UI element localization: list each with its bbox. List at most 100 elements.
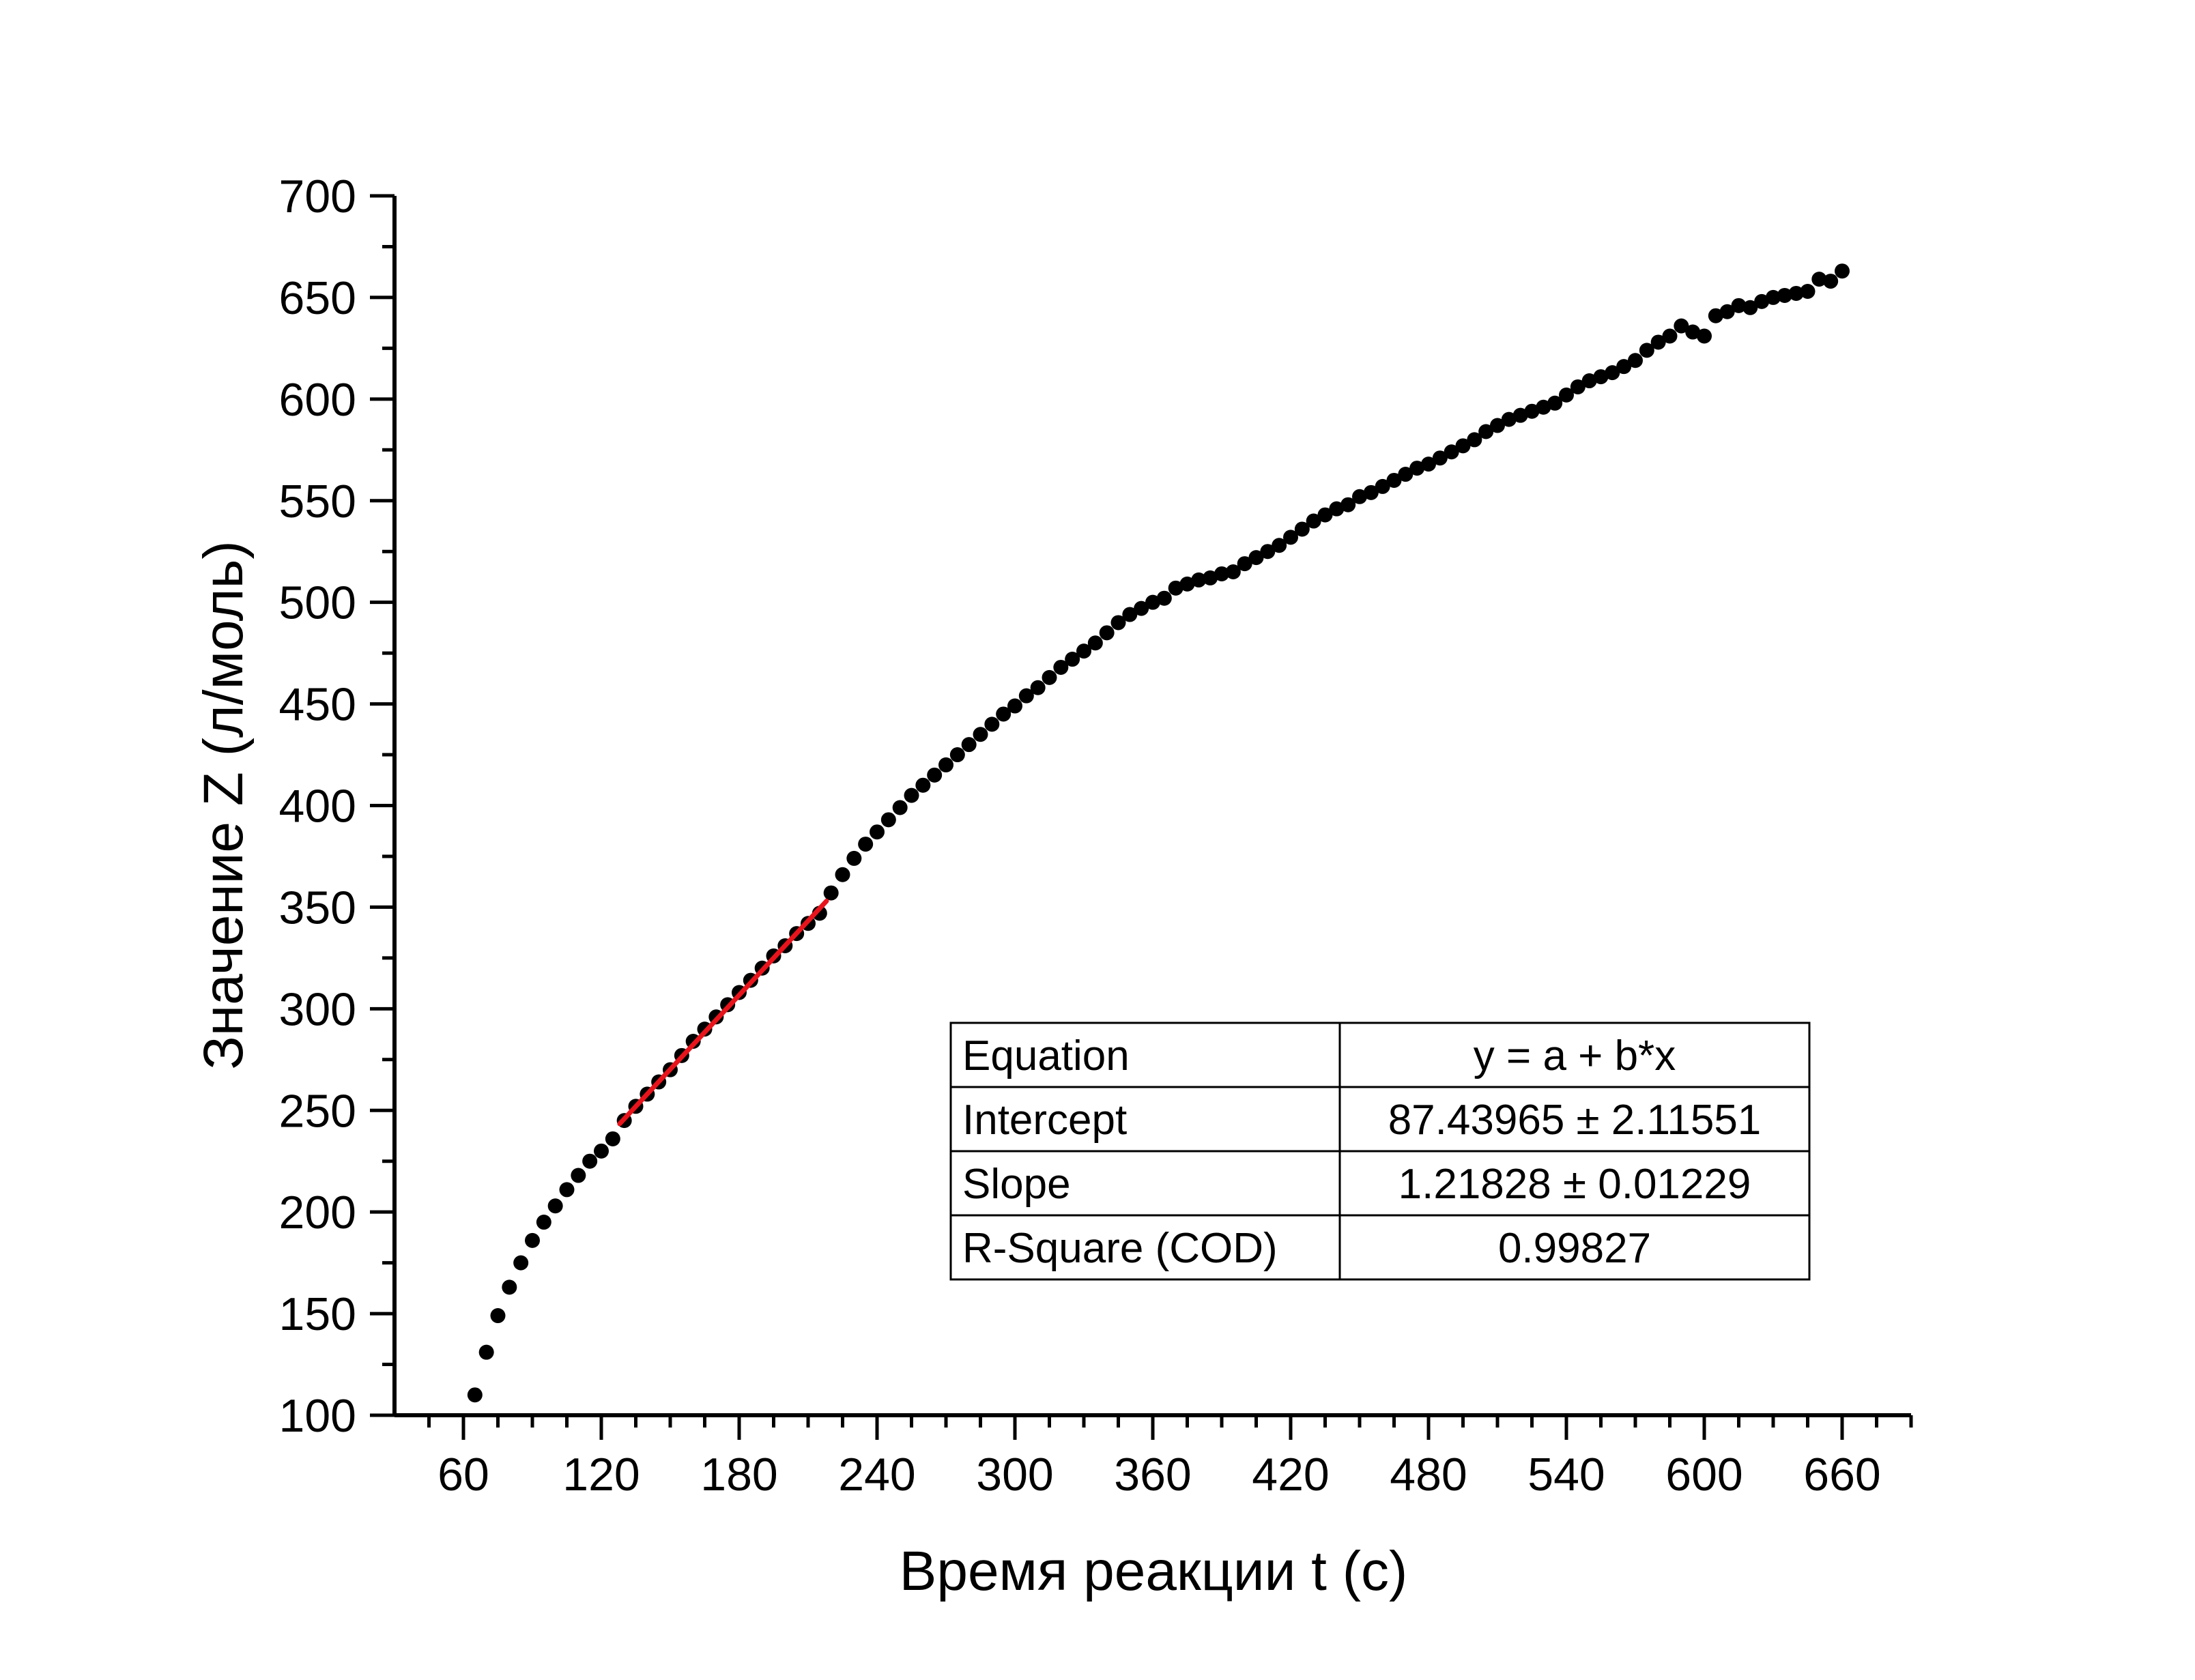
data-point [1697, 328, 1712, 344]
data-point [835, 867, 850, 882]
data-point [1719, 304, 1735, 319]
data-point [858, 837, 874, 852]
x-tick-label: 540 [1527, 1449, 1605, 1501]
data-point [1731, 298, 1747, 313]
data-point [961, 737, 977, 753]
fit-table-label-rsquare: R-Square (COD) [962, 1225, 1278, 1272]
fit-table-label-equation: Equation [962, 1032, 1130, 1080]
data-point [892, 800, 908, 815]
data-point [1581, 373, 1597, 389]
fit-line [617, 898, 829, 1127]
data-point [1225, 564, 1241, 579]
data-point [1018, 688, 1034, 704]
data-point [1053, 659, 1069, 675]
x-tick-label: 60 [437, 1449, 489, 1501]
x-tick-label: 180 [700, 1449, 777, 1501]
data-point [1134, 600, 1149, 616]
data-point [949, 747, 965, 763]
data-point [605, 1131, 620, 1146]
data-point [1076, 643, 1091, 659]
x-tick-label: 600 [1665, 1449, 1742, 1501]
x-tick-label: 480 [1390, 1449, 1467, 1501]
data-point [870, 824, 885, 840]
x-tick-label: 300 [976, 1449, 1053, 1501]
y-ticks: 100 150 200 250 300 350 400 450 500 550 600 650 700 [279, 171, 394, 1442]
data-point [1685, 324, 1701, 340]
data-point [1156, 590, 1172, 606]
data-point [1605, 365, 1620, 381]
data-point [1593, 369, 1609, 385]
data-point [1294, 521, 1310, 537]
data-point [525, 1232, 540, 1248]
data-point [846, 850, 862, 866]
data-point [1179, 576, 1195, 592]
x-ticks: 60 120 180 240 300 360 420 480 540 600 660 [427, 1415, 1913, 1501]
y-tick-label: 500 [279, 577, 356, 629]
x-tick-label: 120 [562, 1449, 640, 1501]
data-point [1386, 472, 1402, 488]
data-point [1547, 395, 1563, 411]
data-point [571, 1168, 586, 1183]
data-point [1788, 285, 1804, 301]
data-point [1559, 387, 1574, 403]
data-point [973, 727, 988, 742]
data-point [915, 777, 931, 793]
y-axis-title: Значение Z (л/моль) [192, 540, 255, 1069]
data-point [1191, 572, 1207, 588]
y-tick-label: 450 [279, 679, 356, 731]
data-point [1306, 513, 1321, 529]
x-tick-label: 660 [1803, 1449, 1880, 1501]
y-tick-label: 300 [279, 983, 356, 1035]
y-tick-label: 250 [279, 1085, 356, 1137]
data-point [1260, 544, 1276, 560]
fit-table-value-intercept: 87.43965 ± 2.11551 [1388, 1097, 1762, 1144]
data-point [1639, 343, 1654, 358]
data-point [1616, 359, 1632, 375]
y-tick-label: 650 [279, 272, 356, 324]
y-tick-label: 550 [279, 476, 356, 527]
data-point [1214, 566, 1229, 581]
x-axis-title: Время реакции t (с) [900, 1540, 1408, 1602]
x-tick-label: 360 [1114, 1449, 1191, 1501]
data-point [1065, 652, 1080, 667]
data-point [1766, 289, 1781, 305]
fit-table-value-equation: y = a + b*x [1474, 1032, 1676, 1080]
data-point [1329, 501, 1345, 517]
data-point [1650, 334, 1666, 350]
y-tick-label: 150 [279, 1288, 356, 1340]
data-point [1248, 550, 1264, 566]
data-point [1662, 328, 1678, 344]
data-point [1570, 379, 1586, 394]
data-point [880, 812, 896, 828]
data-point [594, 1143, 609, 1159]
data-point [1490, 418, 1505, 433]
data-point [1317, 507, 1333, 523]
data-point [513, 1255, 529, 1271]
fit-line-group [617, 898, 829, 1127]
data-point [1042, 669, 1057, 685]
data-point [559, 1182, 575, 1198]
data-point [1455, 438, 1471, 454]
y-tick-label: 600 [279, 374, 356, 426]
data-point [1409, 461, 1425, 476]
data-point [1421, 457, 1436, 472]
fit-table-value-slope: 1.21828 ± 0.01229 [1398, 1161, 1751, 1208]
data-point [1536, 399, 1551, 415]
data-point [1800, 283, 1816, 299]
data-point [1512, 407, 1528, 423]
data-point [823, 885, 839, 901]
data-point [1283, 530, 1298, 545]
data-point [1708, 308, 1723, 323]
data-point [1777, 287, 1792, 303]
data-point [984, 716, 1000, 732]
data-point [1674, 318, 1689, 334]
data-point [467, 1387, 483, 1403]
data-point [938, 757, 953, 772]
data-point [502, 1279, 517, 1295]
data-point [1237, 556, 1252, 572]
data-point [1122, 607, 1138, 622]
data-point [1363, 484, 1379, 500]
data-point [1168, 580, 1183, 596]
data-point [1835, 263, 1850, 279]
